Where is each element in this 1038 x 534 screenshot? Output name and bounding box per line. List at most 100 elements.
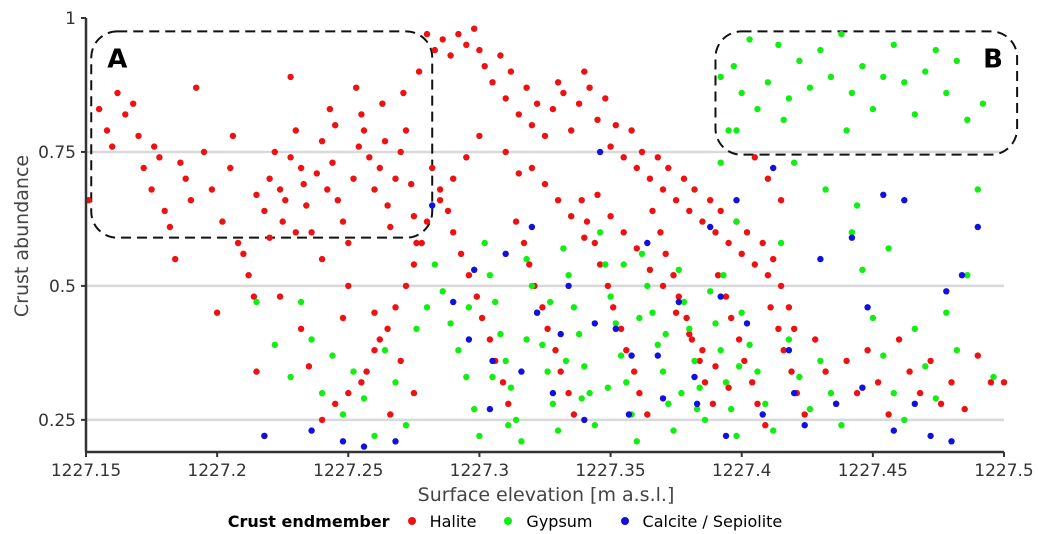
point-halite-202 <box>948 379 955 386</box>
point-gypsum-38 <box>560 245 567 252</box>
point-gypsum-43 <box>586 389 593 397</box>
point-halite-89 <box>515 111 522 118</box>
point-halite-225 <box>581 234 588 241</box>
point-halite-18 <box>193 84 200 91</box>
legend-label-gypsum: Gypsum <box>526 511 593 531</box>
point-halite-201 <box>937 400 945 407</box>
point-halite-214 <box>686 330 693 338</box>
point-halite-24 <box>229 132 237 140</box>
point-halite-41 <box>308 229 315 236</box>
point-calcite-28 <box>785 347 793 354</box>
point-halite-200 <box>927 357 934 365</box>
point-gypsum-103 <box>717 159 724 166</box>
point-halite-14 <box>172 255 179 263</box>
point-halite-106 <box>628 127 635 134</box>
point-gypsum-128 <box>796 57 803 65</box>
point-gypsum-121 <box>730 62 737 70</box>
point-gypsum-48 <box>612 320 619 327</box>
point-halite-35 <box>282 197 289 204</box>
point-halite-143 <box>505 400 512 407</box>
point-halite-103 <box>607 143 614 150</box>
legend-marker-halite <box>407 517 416 525</box>
point-halite-142 <box>499 379 507 386</box>
point-gypsum-123 <box>746 36 753 43</box>
point-gypsum-78 <box>785 336 793 343</box>
point-calcite-0 <box>261 432 268 440</box>
point-gypsum-6 <box>329 352 336 359</box>
point-halite-135 <box>450 229 457 236</box>
point-gypsum-76 <box>770 427 777 434</box>
point-gypsum-98 <box>791 159 798 166</box>
point-halite-217 <box>725 384 732 391</box>
point-gypsum-30 <box>518 438 525 445</box>
point-halite-179 <box>741 357 748 365</box>
point-gypsum-88 <box>890 389 897 397</box>
point-halite-169 <box>675 293 682 300</box>
point-gypsum-63 <box>691 357 698 365</box>
point-halite-2 <box>103 127 111 134</box>
point-halite-245 <box>305 363 313 370</box>
point-halite-64 <box>410 213 418 220</box>
point-halite-12 <box>161 207 168 215</box>
point-gypsum-84 <box>848 229 856 236</box>
point-gypsum-120 <box>717 73 724 81</box>
point-gypsum-106 <box>523 336 530 343</box>
point-gypsum-92 <box>932 395 939 402</box>
point-halite-120 <box>717 207 724 215</box>
point-halite-79 <box>447 52 454 59</box>
point-halite-163 <box>636 389 643 397</box>
point-halite-207 <box>594 191 601 198</box>
point-halite-90 <box>523 84 530 91</box>
point-calcite-45 <box>654 352 661 359</box>
point-halite-165 <box>649 207 656 215</box>
point-calcite-5 <box>429 202 436 209</box>
point-gypsum-117 <box>620 261 627 268</box>
point-halite-5 <box>122 111 129 118</box>
point-halite-166 <box>657 229 664 236</box>
point-gypsum-101 <box>885 245 892 252</box>
point-gypsum-119 <box>735 363 743 370</box>
point-halite-230 <box>450 175 457 182</box>
point-gypsum-77 <box>777 239 785 247</box>
point-halite-194 <box>864 347 871 354</box>
point-halite-152 <box>565 389 572 397</box>
point-halite-203 <box>961 405 968 413</box>
point-halite-119 <box>712 229 719 236</box>
point-halite-102 <box>602 95 609 102</box>
point-halite-107 <box>633 164 640 172</box>
point-halite-81 <box>463 41 470 48</box>
point-gypsum-110 <box>489 373 496 381</box>
point-gypsum-135 <box>869 105 877 113</box>
point-gypsum-129 <box>806 84 814 91</box>
point-gypsum-122 <box>738 89 745 97</box>
point-halite-219 <box>764 175 772 182</box>
point-halite-181 <box>754 400 761 407</box>
point-halite-53 <box>360 127 368 134</box>
point-calcite-15 <box>596 148 604 156</box>
point-gypsum-86 <box>869 314 877 322</box>
point-halite-209 <box>620 229 627 236</box>
point-halite-195 <box>874 379 882 386</box>
point-calcite-46 <box>717 293 724 300</box>
point-halite-216 <box>712 363 719 370</box>
point-gypsum-108 <box>636 314 643 322</box>
annotation-box-a <box>90 30 434 239</box>
legend-label-calcite: Calcite / Sepiolite <box>642 511 783 531</box>
point-halite-49 <box>345 239 352 247</box>
point-gypsum-118 <box>678 389 685 397</box>
point-halite-175 <box>714 272 722 279</box>
point-halite-51 <box>355 143 362 150</box>
legend-marker-calcite <box>620 517 629 525</box>
point-calcite-34 <box>880 191 887 198</box>
point-halite-199 <box>916 389 924 397</box>
point-halite-223 <box>554 197 562 204</box>
point-calcite-11 <box>533 309 541 316</box>
point-gypsum-50 <box>623 379 630 386</box>
annotation-label-b: B <box>983 44 1003 74</box>
point-calcite-7 <box>471 266 478 273</box>
point-calcite-18 <box>644 239 651 247</box>
point-gypsum-75 <box>762 400 769 407</box>
point-halite-144 <box>512 218 520 225</box>
point-halite-139 <box>478 314 486 322</box>
point-halite-131 <box>791 325 798 332</box>
